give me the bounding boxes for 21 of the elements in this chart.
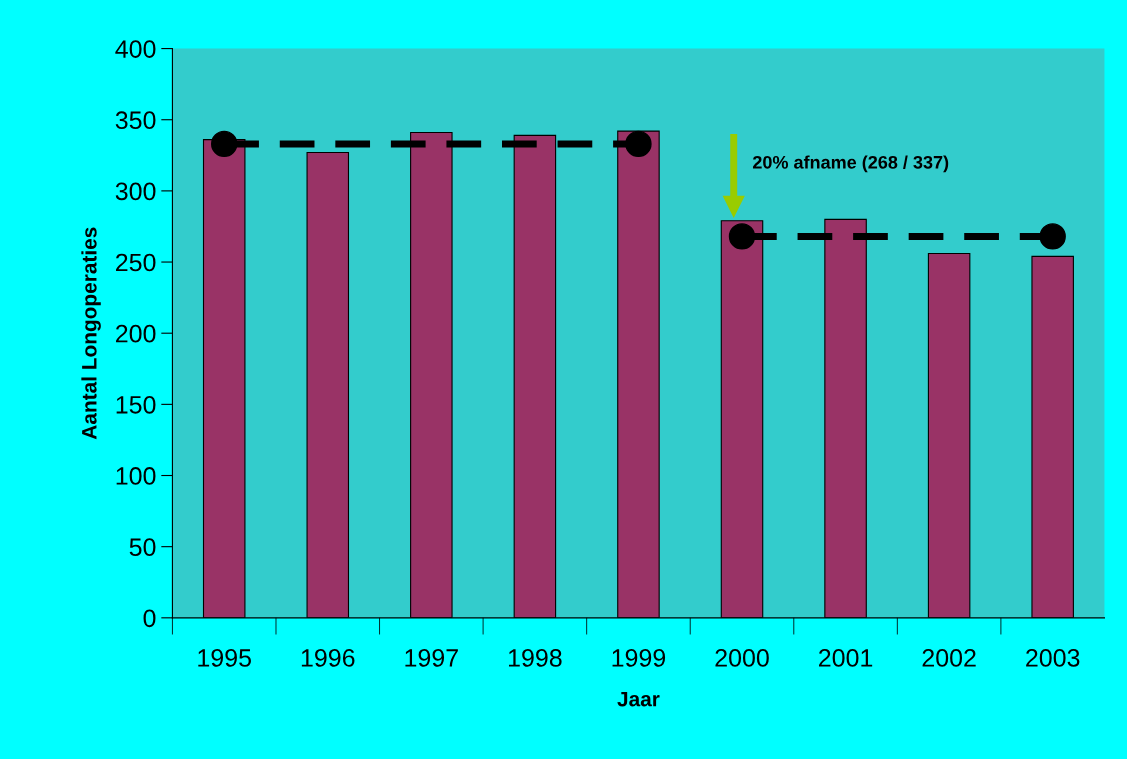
- y-tick-label: 150: [116, 395, 156, 414]
- annotation: 20% afname (268 / 337): [752, 155, 949, 173]
- x-tick-label: 1999: [612, 649, 666, 667]
- y-tick-label: 200: [116, 324, 156, 343]
- y-tick-label: 400: [115, 40, 156, 58]
- x-tick-label: 1996: [301, 649, 355, 667]
- y-tick-label: 250: [116, 253, 156, 272]
- x-tick-label: 2001: [819, 649, 873, 667]
- x-tick-label: 1998: [508, 649, 562, 667]
- y-tick-label: 100: [116, 467, 156, 485]
- y-axis-title: Aantal Longoperaties: [81, 227, 101, 440]
- x-axis-title: Jaar: [617, 691, 660, 707]
- y-tick-label: 0: [143, 609, 156, 628]
- x-tick-label: 2002: [922, 649, 976, 667]
- y-tick-label: 350: [115, 111, 156, 130]
- x-tick-label: 2003: [1026, 649, 1080, 667]
- x-tick-label: 2000: [715, 649, 769, 667]
- y-tick-label: 50: [129, 538, 156, 556]
- x-tick-label: 1995: [198, 649, 251, 667]
- x-tick-label: 1997: [405, 649, 458, 667]
- y-tick-label: 300: [115, 182, 156, 201]
